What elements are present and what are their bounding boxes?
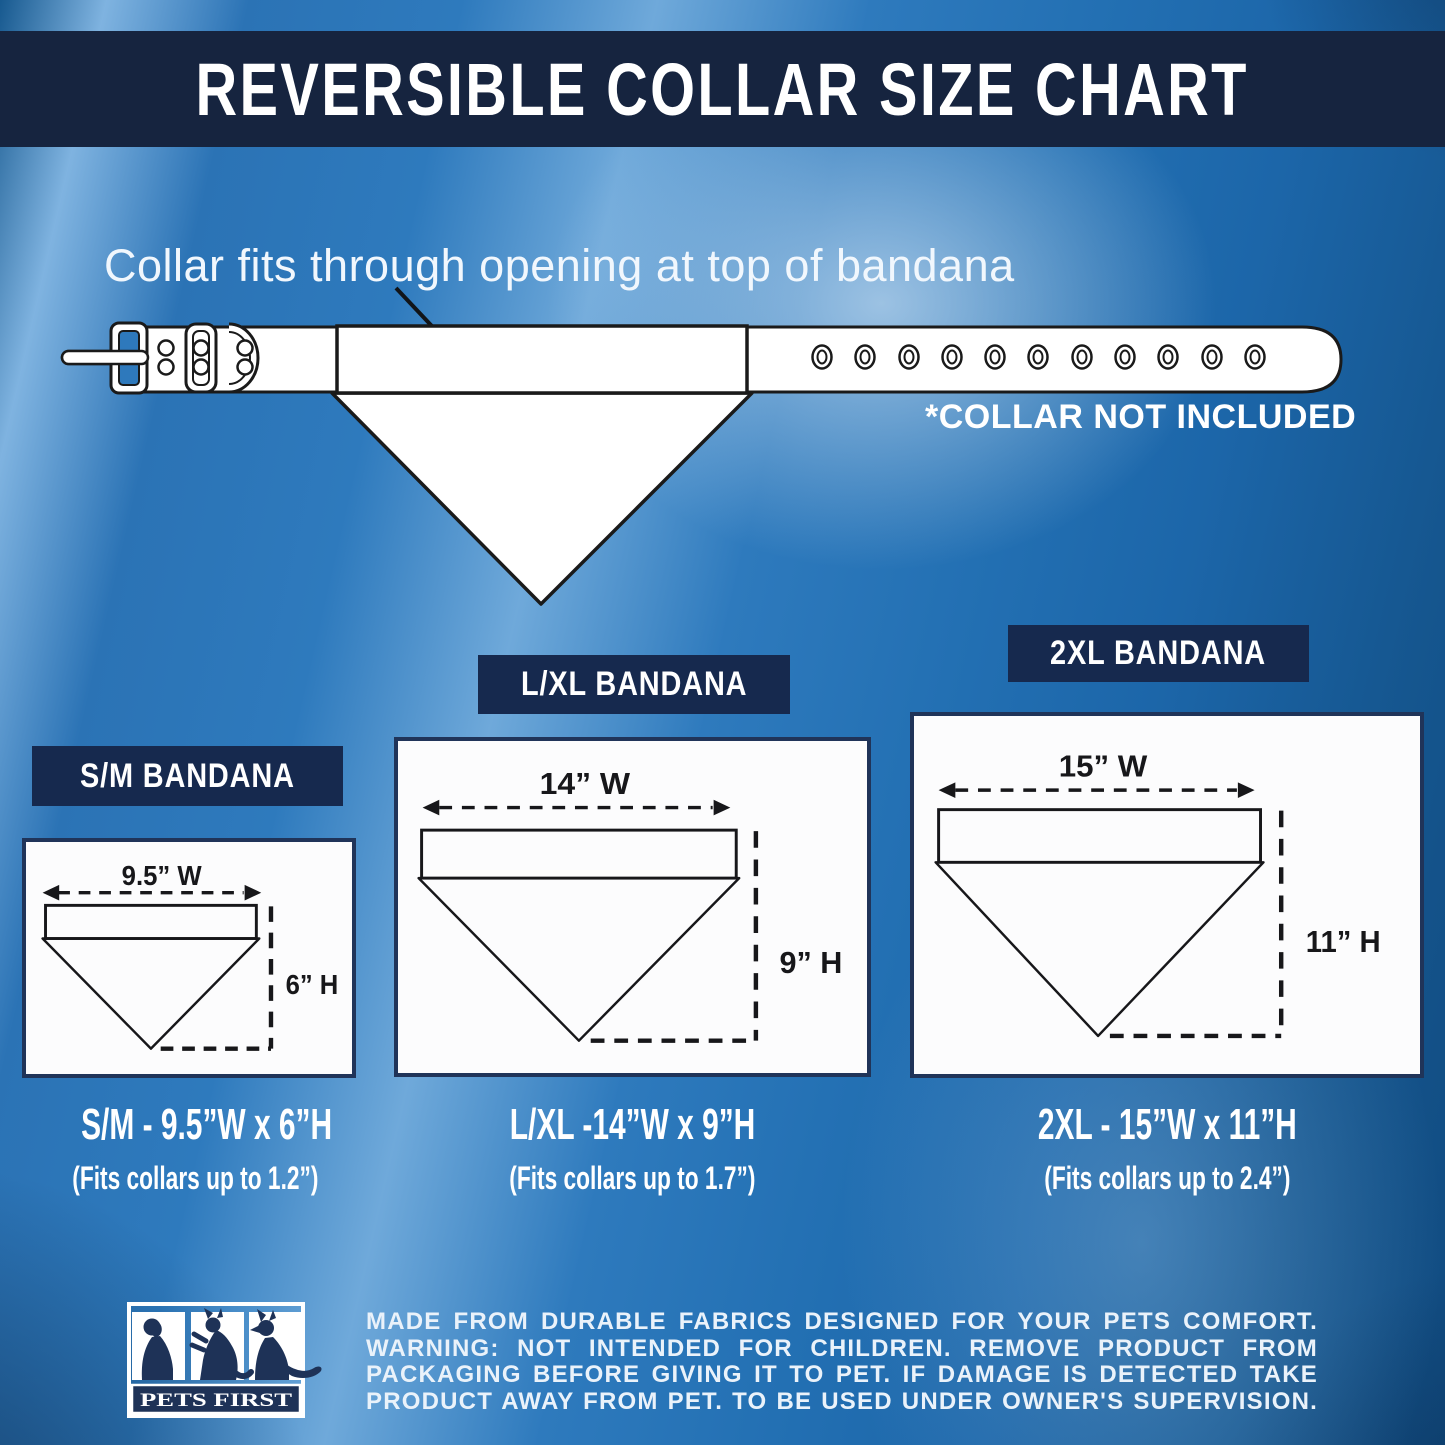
- dog-sitting-icon: [141, 1318, 173, 1380]
- disclaimer-line: WARNING: NOT INTENDED FOR CHILDREN. REMO…: [366, 1334, 1318, 1362]
- fits-line-lxl: (Fits collars up to 1.7”): [509, 1160, 756, 1196]
- dog-begging-icon: [189, 1308, 254, 1380]
- collar-keepers: [157, 322, 260, 394]
- collar-not-included-note: *COLLAR NOT INCLUDED: [925, 398, 1357, 436]
- collar-caption: Collar fits through opening at top of ba…: [104, 240, 1015, 291]
- height-label-2xl: 11” H: [1306, 926, 1381, 959]
- disclaimer-line: PRODUCT AWAY FROM PET. TO BE USED UNDER …: [366, 1387, 1318, 1415]
- disclaimer-line: PACKAGING BEFORE GIVING IT TO PET. IF DA…: [366, 1361, 1318, 1388]
- size-chip-lxl-label: L/XL BANDANA: [520, 665, 748, 703]
- size-chip-sm: S/M BANDANA: [32, 746, 343, 806]
- size-diagram-sm: 9.5” W 6” H: [22, 838, 356, 1078]
- logo-text: PETS FIRST: [140, 1390, 292, 1411]
- height-label-sm: 6” H: [286, 969, 339, 1000]
- fits-line-sm: (Fits collars up to 1.2”): [72, 1160, 319, 1196]
- size-line-sm: S/M - 9.5”W x 6”H: [81, 1100, 333, 1149]
- width-label-lxl: 14” W: [540, 767, 631, 801]
- disclaimer-text: MADE FROM DURABLE FABRICS DESIGNED FOR Y…: [366, 1308, 1318, 1415]
- size-diagram-2xl-svg: 15” W 11” H: [934, 751, 1381, 1039]
- size-diagram-sm-svg: 9.5” W 6” H: [41, 860, 339, 1051]
- size-diagram-2xl: 15” W 11” H: [910, 712, 1424, 1078]
- title-banner: REVERSIBLE COLLAR SIZE CHART: [0, 31, 1445, 147]
- width-label-2xl: 15” W: [1059, 751, 1148, 784]
- size-line-lxl: L/XL -14”W x 9”H: [509, 1100, 756, 1149]
- pets-first-logo: PETS FIRST: [127, 1302, 322, 1418]
- disclaimer-line: MADE FROM DURABLE FABRICS DESIGNED FOR Y…: [366, 1308, 1318, 1335]
- size-line-2xl: 2XL - 15”W x 11”H: [1037, 1100, 1297, 1149]
- height-label-lxl: 9” H: [779, 946, 842, 980]
- size-diagram-lxl: 14” W 9” H: [394, 737, 871, 1077]
- size-diagram-lxl-svg: 14” W 9” H: [417, 767, 842, 1043]
- size-chip-2xl-label: 2XL BANDANA: [1050, 634, 1267, 672]
- collar-holes: [811, 344, 1266, 370]
- width-label-sm: 9.5” W: [122, 860, 202, 891]
- dog-shepherd-icon: [250, 1309, 322, 1380]
- page-title: REVERSIBLE COLLAR SIZE CHART: [195, 47, 1250, 131]
- fits-line-2xl: (Fits collars up to 2.4”): [1043, 1160, 1291, 1196]
- size-chip-sm-label: S/M BANDANA: [80, 756, 295, 795]
- buckle: [60, 321, 150, 395]
- bandana-on-collar: [330, 324, 754, 606]
- collar-illustration: [60, 286, 1343, 606]
- size-chip-2xl: 2XL BANDANA: [1008, 625, 1309, 682]
- size-chip-lxl: L/XL BANDANA: [478, 655, 790, 714]
